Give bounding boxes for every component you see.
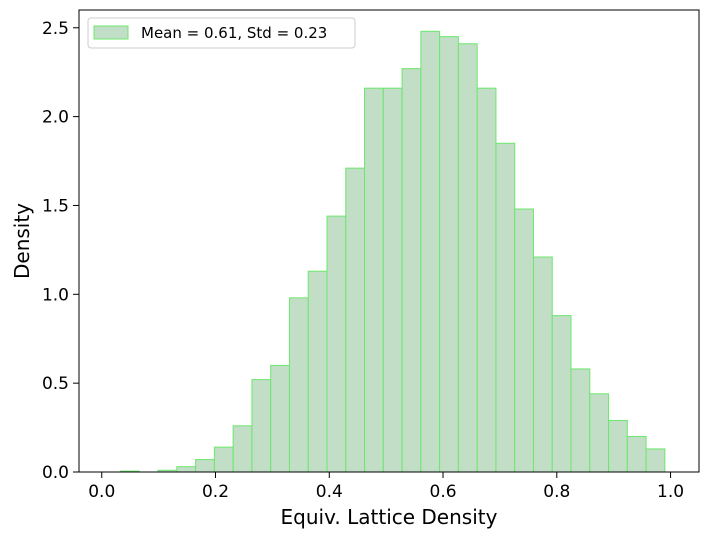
y-tick-label-1: 0.5 xyxy=(42,374,69,394)
y-tick-label-4: 2.0 xyxy=(42,108,69,128)
y-tick-label-3: 1.5 xyxy=(42,196,69,216)
histogram-bar-13 xyxy=(345,167,366,473)
histogram-bar-9 xyxy=(270,364,290,473)
histogram-bar-24 xyxy=(551,315,572,473)
histogram-bars xyxy=(120,30,666,473)
histogram-bar-12 xyxy=(326,215,347,473)
x-tick-label-0: 0.0 xyxy=(88,482,115,502)
plot-area-frame xyxy=(78,9,700,473)
histogram-bar-16 xyxy=(401,68,422,473)
y-axis-label: Density xyxy=(10,203,34,279)
histogram-bar-17 xyxy=(420,30,441,473)
histogram-bar-8 xyxy=(251,379,272,473)
y-tick-label-5: 2.5 xyxy=(42,19,69,39)
histogram-bar-20 xyxy=(476,87,497,473)
histogram-bar-21 xyxy=(495,142,516,473)
histogram-bar-6 xyxy=(213,446,234,473)
histogram-bar-5 xyxy=(195,459,215,473)
histogram-bar-28 xyxy=(626,435,647,473)
histogram-bar-19 xyxy=(457,43,478,473)
histogram-bar-10 xyxy=(288,297,309,473)
x-tick-label-3: 0.6 xyxy=(430,482,457,502)
histogram-bar-23 xyxy=(532,256,553,473)
y-axis-ticks: 0.0 0.5 1.0 1.5 2.0 2.5 xyxy=(42,19,79,483)
histogram-bar-15 xyxy=(382,87,403,473)
histogram-bar-4 xyxy=(176,466,197,473)
x-tick-label-4: 0.8 xyxy=(543,482,570,502)
y-tick-label-0: 0.0 xyxy=(42,463,69,483)
histogram-bar-7 xyxy=(232,425,253,473)
legend-entry: Mean = 0.61, Std = 0.23 xyxy=(141,24,327,42)
histogram-bar-18 xyxy=(439,36,459,473)
y-tick-label-2: 1.0 xyxy=(42,285,69,305)
histogram-bar-26 xyxy=(589,393,610,473)
x-tick-label-2: 0.4 xyxy=(316,482,343,502)
legend: Mean = 0.61, Std = 0.23 xyxy=(87,17,356,49)
legend-swatch xyxy=(93,25,129,40)
x-axis-label: Equiv. Lattice Density xyxy=(281,505,498,529)
histogram-bar-27 xyxy=(608,419,628,473)
histogram-bar-14 xyxy=(364,87,384,473)
x-tick-label-1: 0.2 xyxy=(202,482,229,502)
histogram-bar-22 xyxy=(514,208,534,473)
histogram-bar-29 xyxy=(645,448,666,473)
histogram-bar-25 xyxy=(570,368,591,473)
x-axis-ticks: 0.0 0.2 0.4 0.6 0.8 1.0 xyxy=(88,472,684,502)
histogram-bar-11 xyxy=(307,270,328,473)
legend-box xyxy=(87,17,356,49)
x-tick-label-5: 1.0 xyxy=(657,482,684,502)
